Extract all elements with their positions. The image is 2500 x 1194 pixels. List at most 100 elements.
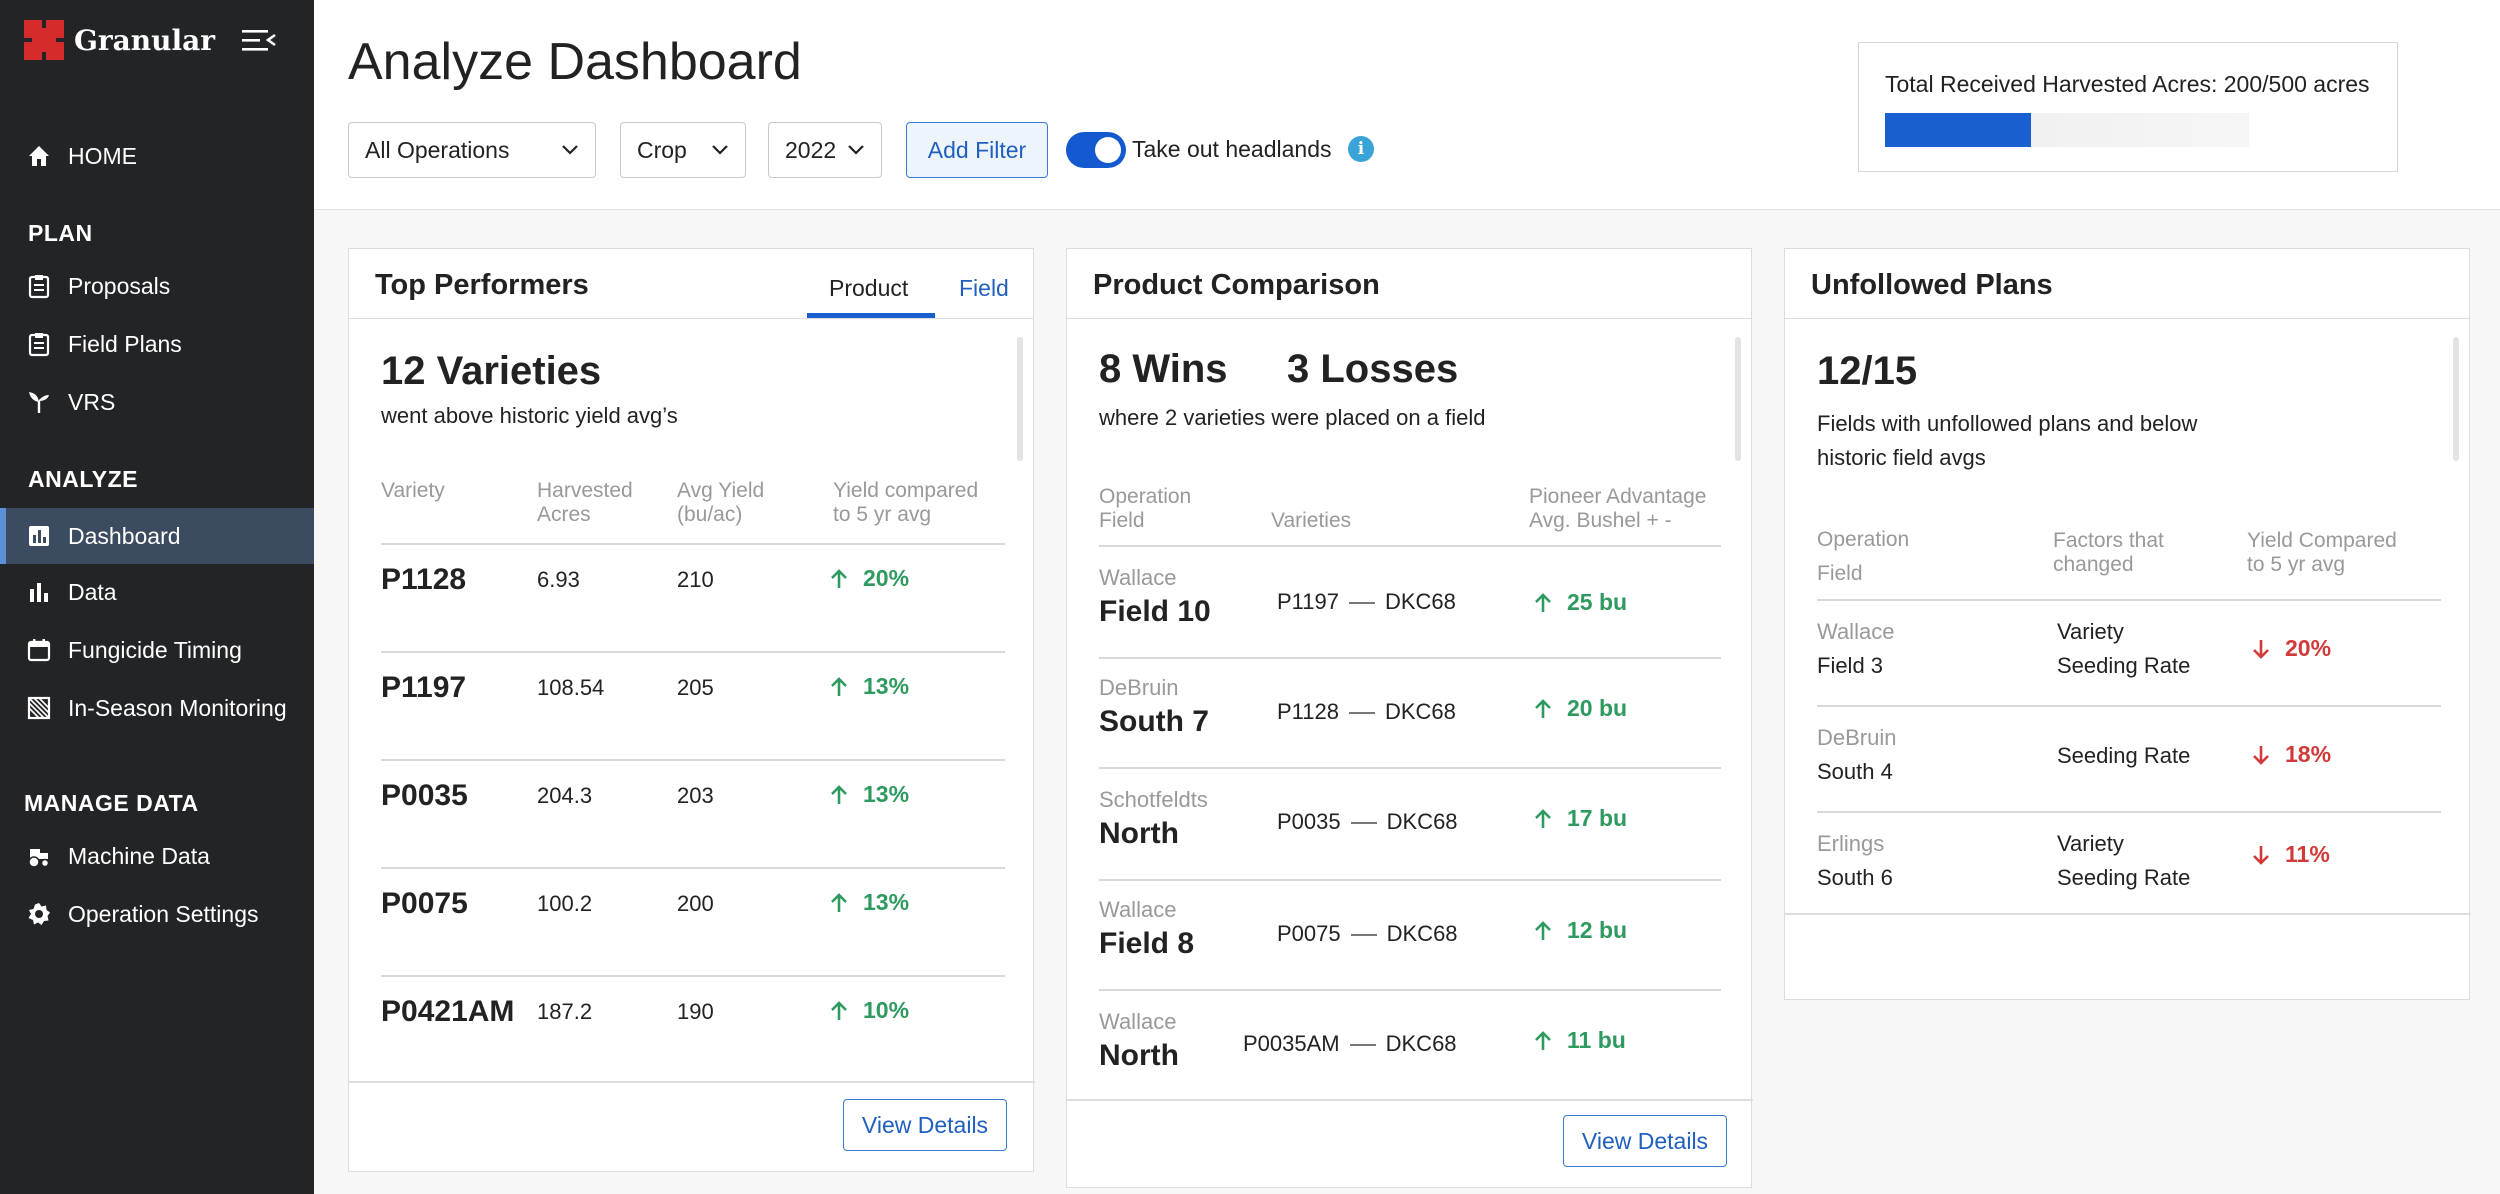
- year-select-value: 2022: [785, 136, 837, 163]
- sidebar-item-home[interactable]: HOME: [0, 130, 314, 182]
- card-header: Top Performers Product Field: [349, 249, 1033, 319]
- varieties-pair: P1197 DKC68: [1277, 589, 1456, 615]
- headlands-toggle[interactable]: [1066, 132, 1126, 168]
- collapse-menu-icon[interactable]: [242, 28, 276, 52]
- harvested-acres: 204.3: [537, 783, 593, 808]
- granular-logo[interactable]: Granular: [24, 20, 215, 60]
- dash-separator: [1350, 934, 1377, 936]
- arrow-down-icon: [2253, 639, 2269, 659]
- home-icon: [29, 146, 49, 166]
- info-icon[interactable]: i: [1348, 136, 1374, 162]
- harvested-acres-progress: [1885, 113, 2249, 147]
- header-line: Yield compared: [833, 479, 979, 502]
- scrollbar[interactable]: [1735, 337, 1741, 461]
- scrollbar[interactable]: [1017, 337, 1023, 461]
- row-divider: [381, 543, 1005, 545]
- card-footer-divider: [1067, 1099, 1753, 1101]
- unfollowed-count: 12/15: [1817, 349, 1918, 393]
- active-tab-indicator: [807, 313, 935, 318]
- yield-change: 11%: [2251, 841, 2330, 868]
- card-header: Product Comparison: [1067, 249, 1751, 319]
- sidebar-item-fungicide-timing[interactable]: Fungicide Timing: [0, 624, 314, 676]
- card-title: Unfollowed Plans: [1811, 269, 2053, 301]
- chevron-down-icon: [712, 145, 728, 155]
- clipboard-icon: [28, 333, 50, 357]
- sidebar-item-machine-data[interactable]: Machine Data: [0, 830, 314, 882]
- sidebar-item-field-plans[interactable]: Field Plans: [0, 318, 314, 370]
- bushel-advantage-value: 12 bu: [1567, 917, 1628, 943]
- header-line: Acres: [537, 503, 591, 526]
- header-line: to 5 yr avg: [2247, 553, 2346, 576]
- sidebar-item-label: In-Season Monitoring: [68, 694, 287, 721]
- bar-chart-icon: [29, 526, 49, 546]
- bushel-advantage: 11 bu: [1533, 1027, 1626, 1054]
- sidebar-item-operation-settings[interactable]: Operation Settings: [0, 888, 314, 940]
- sidebar-item-data[interactable]: Data: [0, 566, 314, 618]
- scrollbar[interactable]: [2453, 337, 2459, 461]
- comparison-subtitle: where 2 varieties were placed on a field: [1099, 405, 1486, 430]
- bushel-advantage-value: 11 bu: [1567, 1027, 1626, 1053]
- arrow-up-icon: [831, 784, 847, 804]
- sidebar-item-label: Data: [68, 578, 117, 605]
- yield-change-value: 13%: [863, 889, 910, 915]
- variety-name: P1128: [381, 563, 467, 596]
- sidebar-item-proposals[interactable]: Proposals: [0, 260, 314, 312]
- operation-name: Wallace: [1817, 619, 1895, 644]
- view-details-button[interactable]: View Details: [1563, 1115, 1727, 1167]
- header-line: Yield Compared: [2247, 529, 2397, 552]
- header-line: Operation: [1817, 528, 1910, 551]
- row-divider: [1817, 811, 2441, 813]
- tab-product[interactable]: Product: [829, 275, 909, 301]
- tab-field[interactable]: Field: [959, 275, 1009, 301]
- arrow-up-icon: [1535, 808, 1551, 828]
- header-line: Factors that: [2053, 529, 2164, 552]
- harvested-acres-label: Total Received Harvested Acres: 200/500 …: [1885, 71, 2370, 97]
- field-name: Field 10: [1099, 595, 1211, 628]
- variety-a: P0035: [1277, 809, 1341, 834]
- view-details-button[interactable]: View Details: [843, 1099, 1007, 1151]
- operations-select-value: All Operations: [365, 136, 510, 163]
- sidebar-item-dashboard[interactable]: Dashboard: [0, 508, 314, 564]
- variety-b: DKC68: [1386, 809, 1458, 834]
- arrow-up-icon: [1535, 592, 1551, 612]
- row-divider: [381, 867, 1005, 869]
- yield-change: 13%: [829, 889, 909, 916]
- avg-yield: 205: [677, 675, 714, 700]
- field-name: South 4: [1817, 759, 1893, 784]
- subtitle-line: Fields with unfollowed plans and below: [1817, 411, 2198, 436]
- operations-select[interactable]: All Operations: [348, 122, 596, 178]
- sidebar-item-vrs[interactable]: VRS: [0, 376, 314, 428]
- factor: Variety: [2057, 619, 2124, 644]
- bushel-advantage-value: 17 bu: [1567, 805, 1628, 831]
- yield-change-value: 13%: [863, 673, 910, 699]
- factor: Seeding Rate: [2057, 865, 2191, 890]
- manage-data-section-heading: MANAGE DATA: [24, 790, 199, 816]
- field-name: North: [1099, 817, 1179, 850]
- harvested-acres: 100.2: [537, 891, 593, 916]
- avg-yield: 190: [677, 999, 714, 1024]
- field-name: Field 8: [1099, 927, 1195, 960]
- harvested-acres: 108.54: [537, 675, 605, 700]
- year-select[interactable]: 2022: [768, 122, 882, 178]
- row-divider: [381, 759, 1005, 761]
- add-filter-button[interactable]: Add Filter: [906, 122, 1048, 178]
- bushel-advantage: 17 bu: [1533, 805, 1627, 832]
- row-divider: [381, 651, 1005, 653]
- sidebar-item-label: Dashboard: [68, 522, 181, 549]
- card-footer-divider: [349, 1081, 1035, 1083]
- sidebar-item-in-season-monitoring[interactable]: In-Season Monitoring: [0, 682, 314, 734]
- crop-select[interactable]: Crop: [620, 122, 746, 178]
- unfollowed-subtitle: Fields with unfollowed plans and below hi…: [1817, 407, 2197, 475]
- arrow-up-icon: [831, 892, 847, 912]
- column-header-yield-compared: Yield Compared to 5 yr avg: [2247, 529, 2397, 577]
- operation-name: DeBruin: [1817, 725, 1897, 750]
- variety-name: P0421AM: [381, 995, 515, 1028]
- header-line: Field: [1099, 509, 1145, 532]
- yield-change-value: 18%: [2285, 741, 2332, 767]
- variety-name: P0075: [381, 887, 468, 920]
- column-header-factors: Factors that changed: [2053, 529, 2164, 577]
- varieties-count: 12 Varieties: [381, 349, 602, 393]
- variety-b: DKC68: [1384, 699, 1456, 724]
- header-line: Avg. Bushel + -: [1529, 509, 1672, 532]
- avg-yield: 200: [677, 891, 714, 916]
